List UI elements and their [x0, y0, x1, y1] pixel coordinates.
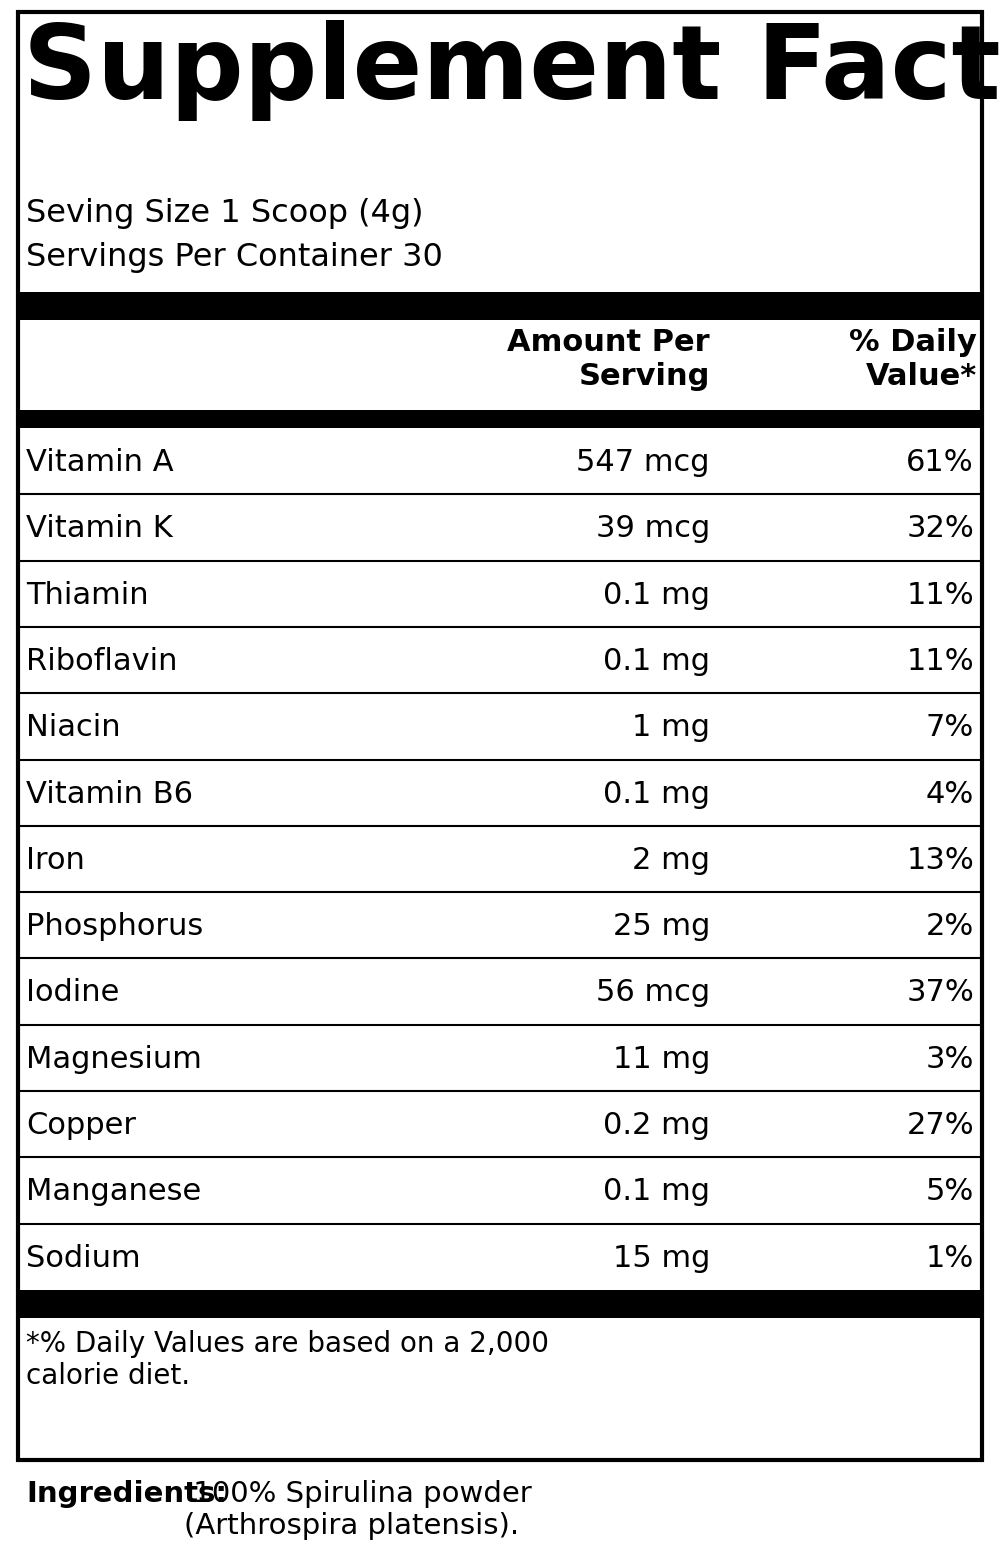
Text: *% Daily Values are based on a 2,000
calorie diet.: *% Daily Values are based on a 2,000 cal…: [26, 1330, 549, 1391]
Text: 1 mg: 1 mg: [632, 713, 710, 742]
Text: 2%: 2%: [926, 913, 974, 941]
Text: Vitamin K: Vitamin K: [26, 514, 173, 544]
Text: Copper: Copper: [26, 1111, 136, 1139]
Text: 547 mcg: 547 mcg: [576, 449, 710, 477]
Text: 7%: 7%: [926, 713, 974, 742]
Text: 0.1 mg: 0.1 mg: [603, 647, 710, 675]
Text: Amount Per
Serving: Amount Per Serving: [507, 328, 710, 391]
Text: 25 mg: 25 mg: [613, 913, 710, 941]
Text: Iron: Iron: [26, 846, 85, 875]
Text: 13%: 13%: [906, 846, 974, 875]
Bar: [18, 410, 982, 428]
Text: 11%: 11%: [906, 647, 974, 675]
Text: Vitamin B6: Vitamin B6: [26, 780, 193, 808]
Text: 11%: 11%: [906, 580, 974, 610]
Text: 27%: 27%: [906, 1111, 974, 1139]
Text: Manganese: Manganese: [26, 1177, 201, 1207]
Text: 0.2 mg: 0.2 mg: [603, 1111, 710, 1139]
Text: 100% Spirulina powder
(Arthrospira platensis).: 100% Spirulina powder (Arthrospira plate…: [184, 1480, 532, 1541]
Text: Niacin: Niacin: [26, 713, 121, 742]
Text: 56 mcg: 56 mcg: [596, 978, 710, 1008]
Bar: [18, 292, 982, 320]
Text: 11 mg: 11 mg: [613, 1044, 710, 1074]
Text: % Daily
Value*: % Daily Value*: [849, 328, 977, 391]
Text: 32%: 32%: [906, 514, 974, 544]
Text: Magnesium: Magnesium: [26, 1044, 202, 1074]
Text: 15 mg: 15 mg: [613, 1244, 710, 1272]
Text: Phosphorus: Phosphorus: [26, 913, 203, 941]
Text: 5%: 5%: [926, 1177, 974, 1207]
Text: Sodium: Sodium: [26, 1244, 141, 1272]
Text: 0.1 mg: 0.1 mg: [603, 1177, 710, 1207]
Text: 1%: 1%: [926, 1244, 974, 1272]
Text: 61%: 61%: [906, 449, 974, 477]
Text: Ingredients:: Ingredients:: [26, 1480, 227, 1508]
Text: Vitamin A: Vitamin A: [26, 449, 174, 477]
Text: 0.1 mg: 0.1 mg: [603, 580, 710, 610]
Text: Thiamin: Thiamin: [26, 580, 149, 610]
Text: Servings Per Container 30: Servings Per Container 30: [26, 242, 443, 274]
Text: 2 mg: 2 mg: [632, 846, 710, 875]
Text: 4%: 4%: [926, 780, 974, 808]
Text: 0.1 mg: 0.1 mg: [603, 780, 710, 808]
Text: Seving Size 1 Scoop (4g): Seving Size 1 Scoop (4g): [26, 199, 424, 230]
Text: Supplement Facts: Supplement Facts: [23, 20, 1000, 120]
Text: 3%: 3%: [926, 1044, 974, 1074]
Text: Iodine: Iodine: [26, 978, 119, 1008]
Text: 39 mcg: 39 mcg: [596, 514, 710, 544]
Text: 37%: 37%: [906, 978, 974, 1008]
Bar: [18, 1289, 982, 1318]
Text: Riboflavin: Riboflavin: [26, 647, 178, 675]
